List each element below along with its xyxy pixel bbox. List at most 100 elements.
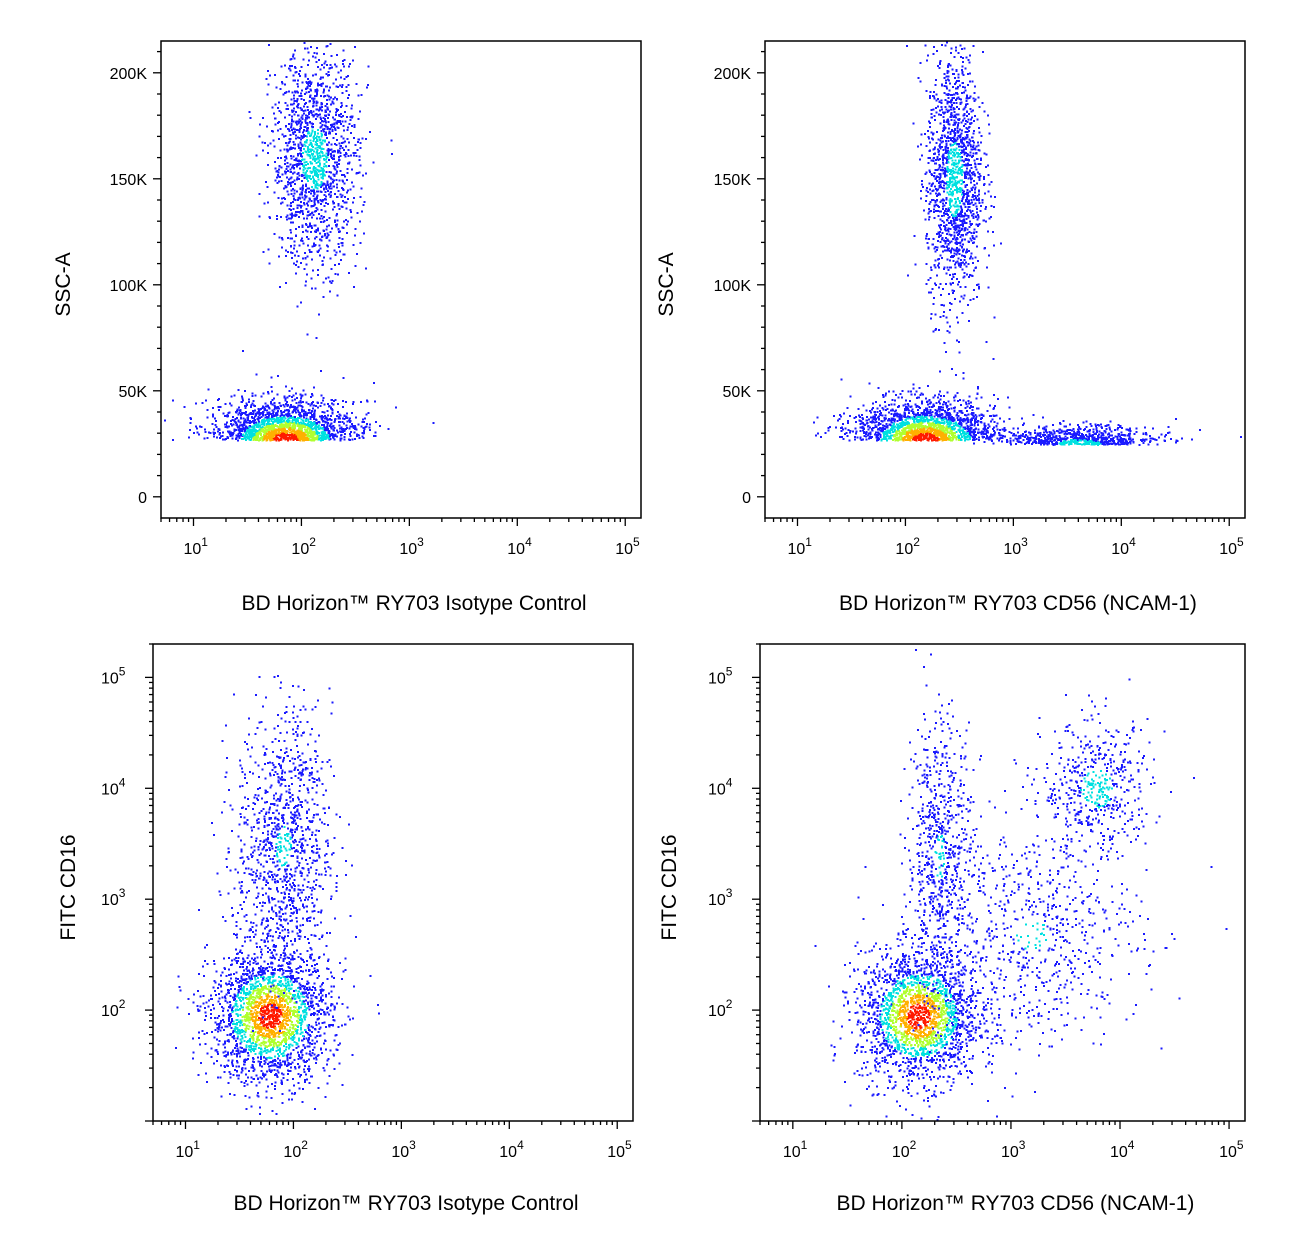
data-point [309, 404, 312, 407]
data-point [321, 260, 324, 263]
data-point [312, 214, 315, 217]
data-point [938, 178, 941, 181]
data-point [363, 432, 366, 434]
data-point [283, 425, 285, 428]
data-point [271, 434, 274, 436]
data-point [266, 432, 269, 435]
data-point [249, 421, 252, 424]
data-point [997, 398, 999, 400]
data-point [339, 434, 342, 437]
data-point [326, 94, 329, 97]
data-point [972, 44, 975, 47]
data-point [302, 436, 304, 439]
data-point [306, 47, 309, 50]
data-point [897, 432, 900, 435]
data-point [363, 201, 366, 204]
data-point [277, 175, 280, 178]
data-point [946, 419, 949, 422]
data-point [318, 415, 321, 418]
data-point [189, 417, 192, 420]
data-point [326, 108, 329, 111]
data-point [244, 437, 247, 440]
data-point [856, 436, 859, 439]
data-point [335, 179, 338, 182]
data-point [269, 418, 272, 421]
data-point [313, 433, 316, 436]
data-point [322, 154, 324, 157]
data-point [232, 431, 235, 434]
data-point [274, 179, 277, 182]
data-point [287, 178, 290, 181]
data-point [206, 416, 209, 419]
data-point [242, 417, 245, 420]
data-point [372, 161, 375, 164]
data-point [350, 107, 353, 110]
data-point [344, 120, 347, 123]
data-point [189, 428, 192, 431]
data-point [343, 414, 346, 417]
data-point [871, 429, 874, 432]
data-point [341, 120, 344, 123]
data-point [317, 190, 320, 193]
data-point [938, 434, 941, 436]
data-point [330, 126, 333, 129]
data-point [957, 425, 960, 428]
data-point [329, 177, 332, 180]
data-point [293, 198, 296, 201]
data-point [280, 427, 283, 430]
data-point [243, 404, 246, 407]
data-point [907, 427, 910, 430]
data-point [983, 422, 986, 425]
data-point [310, 83, 312, 86]
data-point [252, 437, 255, 440]
data-point [938, 402, 941, 405]
data-point [337, 431, 340, 434]
data-point [314, 418, 317, 421]
data-point [315, 207, 318, 210]
data-point [255, 373, 258, 376]
data-point [316, 138, 318, 141]
data-point [256, 425, 258, 428]
data-point [288, 420, 291, 423]
data-point [898, 426, 901, 429]
data-point [874, 413, 876, 416]
data-point [321, 169, 324, 172]
data-point [289, 251, 292, 254]
data-point [235, 411, 237, 414]
data-point [252, 413, 255, 415]
data-point [238, 430, 241, 433]
data-point [942, 424, 944, 427]
data-point [897, 438, 900, 441]
data-point [929, 434, 932, 437]
data-point [320, 202, 323, 205]
data-point [942, 419, 945, 422]
data-point [201, 401, 204, 404]
data-point [992, 244, 995, 247]
data-point [281, 238, 284, 241]
data-point [287, 90, 290, 93]
data-point [313, 415, 316, 418]
data-point [301, 196, 304, 199]
data-point [310, 434, 313, 437]
data-point [295, 411, 297, 414]
data-point [940, 413, 943, 416]
data-point [264, 435, 267, 438]
data-point [303, 102, 306, 105]
data-point [231, 424, 233, 427]
data-point [324, 174, 327, 177]
data-point [278, 421, 281, 424]
data-point [309, 157, 312, 160]
data-point [277, 129, 280, 132]
data-point [247, 432, 250, 435]
data-point [327, 276, 330, 279]
data-point [307, 439, 310, 442]
data-point [982, 414, 985, 417]
data-point [276, 434, 279, 437]
data-point [274, 432, 277, 434]
data-point [342, 124, 345, 127]
data-point [260, 416, 263, 419]
data-point [904, 436, 907, 439]
data-point [953, 436, 956, 438]
data-point [279, 426, 282, 429]
data-point [816, 432, 819, 435]
